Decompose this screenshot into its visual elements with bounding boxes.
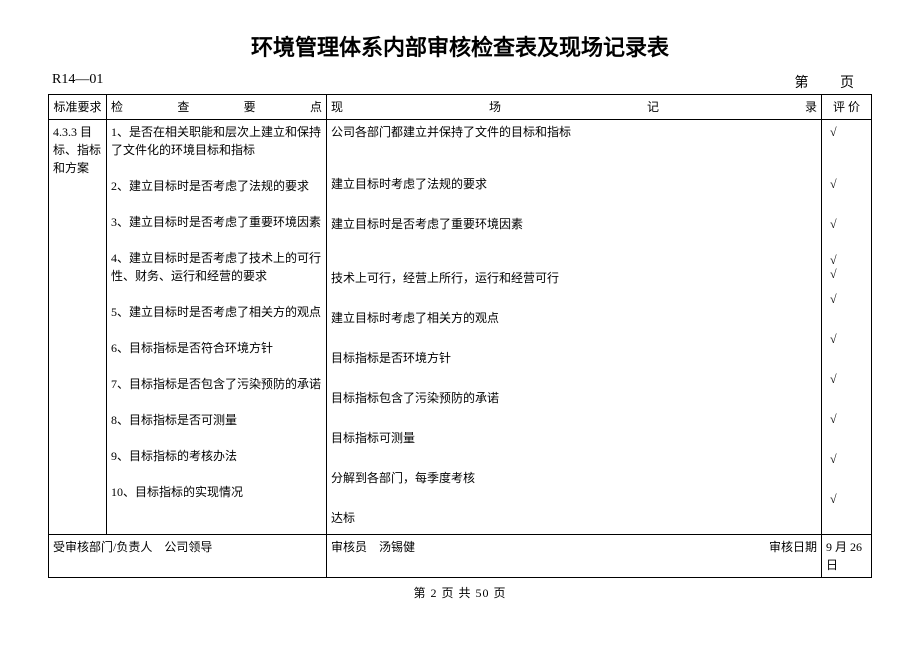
record-item: 技术上可行，经营上所行，运行和经营可行 bbox=[331, 269, 817, 287]
check-item: 1、是否在相关职能和层次上建立和保持了文件化的环境目标和指标 bbox=[111, 123, 322, 159]
mark-item: √ bbox=[826, 330, 867, 348]
check-item: 8、目标指标是否可测量 bbox=[111, 411, 322, 429]
meta-row: R14—01 第 页 bbox=[48, 72, 872, 92]
table-footer-row: 受审核部门/负责人 公司领导 审核员 汤锡健 审核日期 9 月 26 日 bbox=[49, 535, 872, 578]
table-header-row: 标准要求 检 查 要 点 现 场 记 录 评 价 bbox=[49, 95, 872, 120]
check-item: 5、建立目标时是否考虑了相关方的观点 bbox=[111, 303, 322, 321]
date-label: 审核日期 bbox=[769, 540, 817, 554]
check-item: 6、目标指标是否符合环境方针 bbox=[111, 339, 322, 357]
hdr-mark: 评 价 bbox=[822, 95, 872, 120]
check-item: 4、建立目标时是否考虑了技术上的可行性、财务、运行和经营的要求 bbox=[111, 249, 322, 285]
hdr-record: 现 场 记 录 bbox=[327, 95, 822, 120]
mark-item: √ bbox=[826, 215, 867, 233]
doc-title: 环境管理体系内部审核检查表及现场记录表 bbox=[48, 30, 872, 62]
mark-item: √ bbox=[826, 410, 867, 428]
record-item: 目标指标可测量 bbox=[331, 429, 817, 447]
hdr-req: 标准要求 bbox=[49, 95, 107, 120]
cell-auditor: 审核员 汤锡健 审核日期 bbox=[327, 535, 822, 578]
doc-number: R14—01 bbox=[52, 72, 103, 92]
auditor-value: 汤锡健 bbox=[379, 540, 415, 554]
page-label: 第 页 bbox=[795, 72, 869, 92]
record-item: 目标指标是否环境方针 bbox=[331, 349, 817, 367]
record-item: 建立目标时考虑了相关方的观点 bbox=[331, 309, 817, 327]
check-item: 3、建立目标时是否考虑了重要环境因素 bbox=[111, 213, 322, 231]
mark-item: √ bbox=[826, 290, 867, 308]
auditor-label: 审核员 bbox=[331, 538, 367, 556]
mark-item: √ bbox=[826, 123, 867, 141]
dept-label: 受审核部门/负责人 bbox=[53, 538, 152, 556]
record-item: 公司各部门都建立并保持了文件的目标和指标 bbox=[331, 123, 817, 141]
cell-dept: 受审核部门/负责人 公司领导 bbox=[49, 535, 327, 578]
mark-item: √ bbox=[826, 450, 867, 468]
hdr-check: 检 查 要 点 bbox=[107, 95, 327, 120]
table-body-row: 4.3.3 目标、指标和方案 1、是否在相关职能和层次上建立和保持了文件化的环境… bbox=[49, 120, 872, 535]
cell-mark: √ √ √ √ √ √ √ √ √ √ √ bbox=[822, 120, 872, 535]
audit-table: 标准要求 检 查 要 点 现 场 记 录 评 价 4.3.3 目标、指标和方案 … bbox=[48, 94, 872, 578]
cell-date: 9 月 26 日 bbox=[822, 535, 872, 578]
mark-item: √ bbox=[826, 490, 867, 508]
mark-item: √ bbox=[826, 370, 867, 388]
cell-req: 4.3.3 目标、指标和方案 bbox=[49, 120, 107, 535]
cell-record: 公司各部门都建立并保持了文件的目标和指标 建立目标时考虑了法规的要求 建立目标时… bbox=[327, 120, 822, 535]
record-item: 达标 bbox=[331, 509, 817, 527]
page-counter: 第 2 页 共 50 页 bbox=[48, 584, 872, 601]
check-item: 2、建立目标时是否考虑了法规的要求 bbox=[111, 177, 322, 195]
mark-item: √ √ bbox=[826, 253, 867, 282]
record-item: 建立目标时考虑了法规的要求 bbox=[331, 175, 817, 193]
check-item: 7、目标指标是否包含了污染预防的承诺 bbox=[111, 375, 322, 393]
check-item: 9、目标指标的考核办法 bbox=[111, 447, 322, 465]
dept-value: 公司领导 bbox=[164, 540, 212, 554]
record-item: 分解到各部门，每季度考核 bbox=[331, 469, 817, 487]
record-item: 目标指标包含了污染预防的承诺 bbox=[331, 389, 817, 407]
cell-check: 1、是否在相关职能和层次上建立和保持了文件化的环境目标和指标 2、建立目标时是否… bbox=[107, 120, 327, 535]
mark-item: √ bbox=[826, 175, 867, 193]
record-item: 建立目标时是否考虑了重要环境因素 bbox=[331, 215, 817, 233]
check-item: 10、目标指标的实现情况 bbox=[111, 483, 322, 501]
